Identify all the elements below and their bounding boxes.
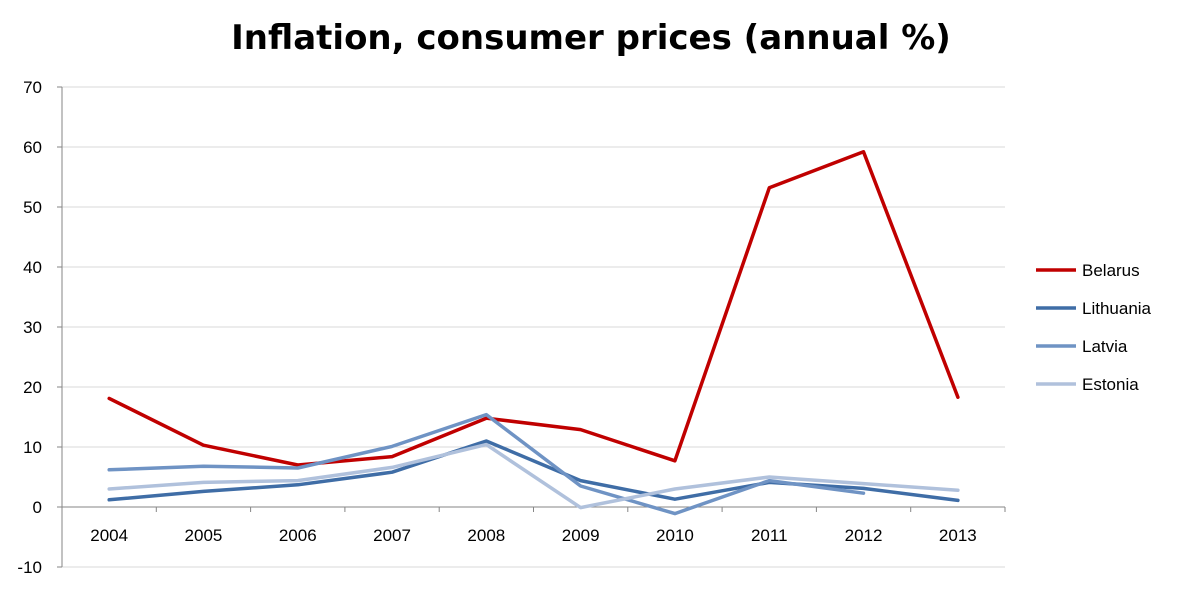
y-tick-label: 20 bbox=[23, 378, 42, 397]
legend-label: Estonia bbox=[1082, 375, 1139, 394]
series-line-belarus bbox=[107, 150, 960, 467]
y-tick-label: 40 bbox=[23, 258, 42, 277]
x-tick-label: 2007 bbox=[373, 526, 411, 545]
legend: Belarus Lithuania Latvia Estonia bbox=[1036, 261, 1152, 394]
x-axis-ticks: 2004 2005 2006 2007 2008 2009 2010 2011 2012 2013 bbox=[90, 526, 977, 545]
gridlines bbox=[62, 86, 1005, 568]
y-tick-label: 0 bbox=[33, 498, 42, 517]
y-tick-label: -10 bbox=[17, 558, 42, 577]
x-tick-label: 2004 bbox=[90, 526, 128, 545]
legend-label: Belarus bbox=[1082, 261, 1140, 280]
chart-title: Inflation, consumer prices (annual %) bbox=[231, 18, 951, 58]
x-tick-label: 2008 bbox=[467, 526, 505, 545]
legend-item-estonia: Estonia bbox=[1036, 375, 1139, 394]
x-tick-label: 2011 bbox=[751, 526, 788, 545]
x-tick-label: 2010 bbox=[656, 526, 694, 545]
legend-item-latvia: Latvia bbox=[1036, 337, 1128, 356]
x-tick-label: 2006 bbox=[279, 526, 317, 545]
legend-item-belarus: Belarus bbox=[1036, 261, 1140, 280]
y-tick-label: 70 bbox=[23, 78, 42, 97]
series-line-estonia bbox=[107, 442, 960, 510]
legend-item-lithuania: Lithuania bbox=[1036, 299, 1152, 318]
legend-label: Lithuania bbox=[1082, 299, 1152, 318]
y-tick-label: 50 bbox=[23, 198, 42, 217]
y-tick-label: 30 bbox=[23, 318, 42, 337]
y-axis-ticks: -10 0 10 20 30 40 50 60 70 bbox=[17, 78, 42, 577]
series-lines bbox=[107, 150, 960, 516]
x-tick-label: 2005 bbox=[185, 526, 223, 545]
y-tick-label: 60 bbox=[23, 138, 42, 157]
x-tick-label: 2012 bbox=[845, 526, 883, 545]
x-tick-label: 2013 bbox=[939, 526, 977, 545]
y-tick-label: 10 bbox=[23, 438, 42, 457]
series-line-latvia bbox=[107, 412, 866, 516]
legend-label: Latvia bbox=[1082, 337, 1128, 356]
x-tick-label: 2009 bbox=[562, 526, 600, 545]
axes bbox=[57, 86, 1006, 568]
